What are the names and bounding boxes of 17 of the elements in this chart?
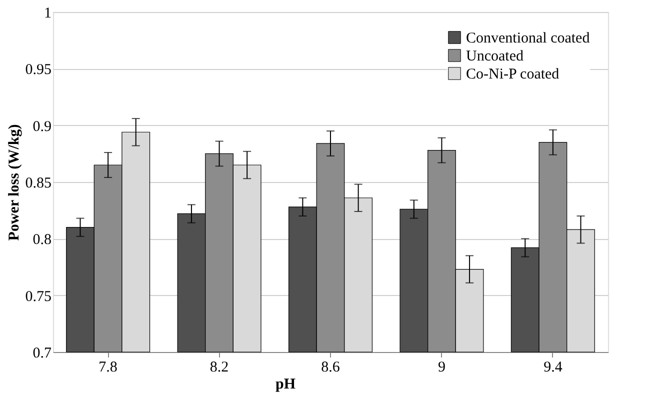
y-tick-label: 0.85 bbox=[25, 176, 52, 192]
legend-label: Uncoated bbox=[466, 48, 524, 64]
x-tick-label: 9 bbox=[438, 360, 446, 376]
x-tick-label: 8.6 bbox=[321, 360, 340, 376]
y-axis-title: Power loss (W/kg) bbox=[6, 124, 22, 241]
y-tick-label: 1 bbox=[44, 6, 52, 22]
x-tick-label: 7.8 bbox=[98, 360, 118, 376]
y-tick-label: 0.8 bbox=[32, 232, 52, 248]
x-tick-label: 8.2 bbox=[210, 360, 229, 376]
legend-label: Co-Ni-P coated bbox=[466, 66, 560, 82]
y-tick-label: 0.75 bbox=[25, 288, 52, 305]
legend-label: Conventional coated bbox=[466, 30, 590, 46]
x-tick-label: 9.4 bbox=[544, 360, 563, 376]
y-tick-label: 0.95 bbox=[25, 62, 52, 78]
y-tick-label: 0.7 bbox=[32, 346, 52, 362]
y-tick-label: 0.9 bbox=[32, 118, 52, 135]
x-axis-title: pH bbox=[275, 376, 296, 392]
